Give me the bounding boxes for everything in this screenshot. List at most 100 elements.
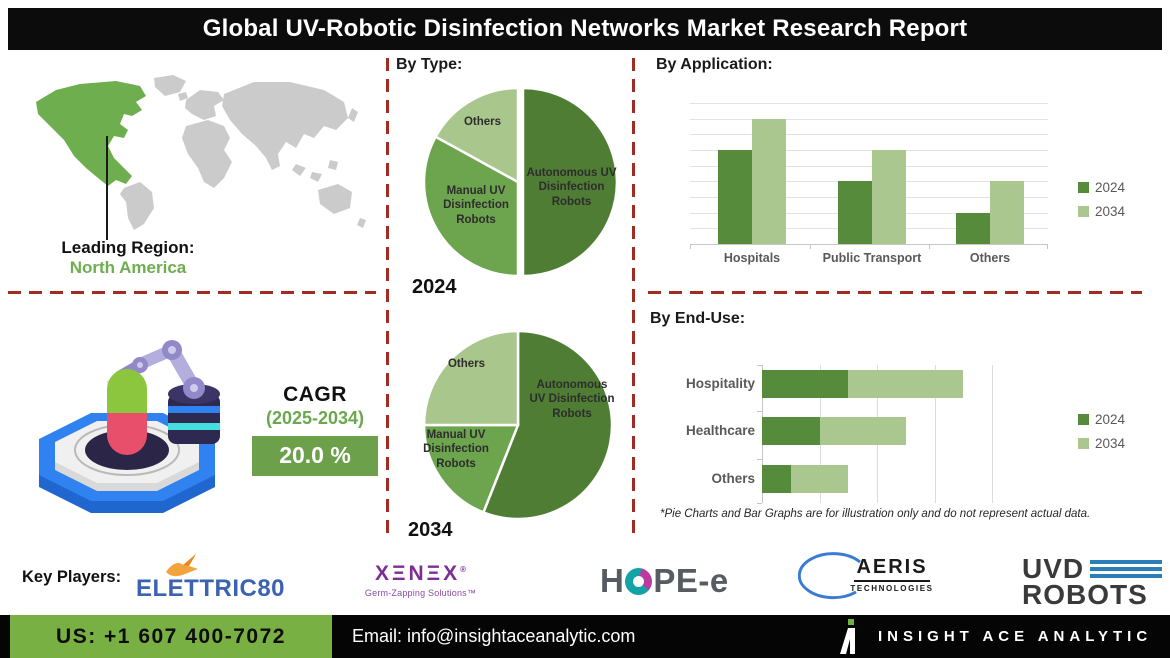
- ytick: [757, 459, 762, 460]
- footer-bar: US: +1 607 400-7072 Email: info@insighta…: [0, 615, 1170, 658]
- world-map: [36, 75, 366, 230]
- logo-hope-e: H PE-e: [600, 562, 729, 600]
- cagr-block: CAGR (2025-2034) 20.0 %: [252, 383, 378, 476]
- map-australia: [318, 184, 352, 214]
- hseg-Others-2034: [790, 465, 849, 493]
- section-title-by-end-use: By End-Use:: [650, 310, 746, 327]
- legend-label-2024: 2024: [1095, 412, 1126, 427]
- title-bar: Global UV-Robotic Disinfection Networks …: [8, 8, 1162, 50]
- footer-email: Email: info@insightaceanalytic.com: [352, 626, 636, 646]
- leading-region-label: Leading Region:: [61, 238, 195, 257]
- legend-swatch-2024: [1078, 182, 1089, 193]
- insight-ace-logo-icon: [840, 618, 855, 654]
- vgridline: [934, 365, 936, 503]
- pie2034-label-autonomous: Autonomous UV Disinfection Robots: [529, 379, 615, 420]
- ytick: [757, 365, 762, 366]
- application-bar-chart: [690, 103, 1048, 249]
- bar-Hospitals-2024: [718, 150, 752, 244]
- app-category-hospitals: Hospitals: [723, 251, 781, 265]
- hope-right-text: PE-e: [653, 562, 729, 599]
- enduse-category-hospitality: Hospitality: [685, 376, 755, 391]
- legend-item-2034: 2034: [1078, 204, 1125, 219]
- divider-horizontal-right: [648, 291, 1142, 294]
- hseg-Others-2024: [762, 465, 791, 493]
- app-category-others: Others: [969, 251, 1011, 265]
- map-greenland: [154, 75, 186, 96]
- pie-slice-0: [521, 86, 618, 278]
- logo-uvd-robots: UVD ROBOTS: [1022, 553, 1162, 610]
- page-title: Global UV-Robotic Disinfection Networks …: [202, 15, 968, 42]
- hseg-Healthcare-2024: [762, 417, 820, 445]
- xtick: [929, 244, 930, 249]
- end-use-legend: 2024 2034: [1078, 412, 1125, 451]
- map-africa: [182, 120, 232, 188]
- elettric80-wordmark: ELETTRIC80: [136, 575, 286, 602]
- footer-brand: INSIGHT ACE ANALYTIC: [838, 615, 1152, 658]
- registered-mark: ®: [460, 565, 467, 574]
- aeris-sub-text: TECHNOLOGIES: [850, 584, 934, 593]
- aeris-wordmark: AERIS: [854, 556, 930, 582]
- legend-label-2024: 2024: [1095, 180, 1126, 195]
- ytick: [757, 411, 762, 412]
- xtick: [690, 244, 691, 249]
- capsule: [107, 369, 147, 455]
- uvd-line2: ROBOTS: [1022, 578, 1148, 610]
- map-pointer-line: [106, 136, 108, 240]
- hope-swirl-icon: [625, 567, 653, 595]
- hseg-Hospitality-2024: [762, 370, 849, 398]
- xtick: [810, 244, 811, 249]
- aeris-swirl-icon: [798, 552, 861, 600]
- gridline: [690, 103, 1048, 104]
- vgridline: [992, 365, 993, 503]
- legend-item-2024: 2024: [1078, 412, 1125, 427]
- robot-arm: [106, 340, 205, 399]
- leading-region-value: North America: [69, 257, 187, 277]
- pie2034-label-others: Others: [447, 358, 486, 370]
- pie2024-label-others: Others: [463, 116, 502, 128]
- hseg-Hospitality-2034: [848, 370, 964, 398]
- legend-item-2034: 2034: [1078, 436, 1125, 451]
- gridline: [690, 150, 1048, 151]
- legend-swatch-2024: [1078, 414, 1089, 425]
- leading-region-block: Leading Region: North America: [38, 238, 218, 277]
- pie2024-label-manual: Manual UV Disinfection Robots: [443, 185, 509, 226]
- pie-slice-1: [422, 423, 520, 515]
- robot-illustration: [39, 340, 220, 513]
- bar-Public Transport-2034: [872, 150, 906, 244]
- legend-swatch-2034: [1078, 438, 1089, 449]
- enduse-category-healthcare: Healthcare: [685, 423, 755, 438]
- bar-Hospitals-2034: [752, 118, 786, 244]
- uvd-lines-icon: [1090, 559, 1162, 578]
- application-legend: 2024 2034: [1078, 180, 1125, 219]
- gridline: [690, 244, 1048, 245]
- pie-chart-2024: [422, 86, 618, 278]
- bar-Others-2024: [956, 212, 990, 244]
- pie-slice-0: [481, 329, 614, 521]
- cagr-value: 20.0 %: [252, 436, 378, 476]
- ytick: [757, 503, 762, 504]
- gridline: [690, 118, 1048, 120]
- gridline: [690, 165, 1048, 167]
- map-south-america: [120, 182, 154, 230]
- map-north-america-highlight: [36, 81, 146, 186]
- gridline: [690, 134, 1048, 136]
- chart-disclaimer: *Pie Charts and Bar Graphs are for illus…: [660, 508, 1091, 520]
- legend-label-2034: 2034: [1095, 204, 1126, 219]
- map-asia: [222, 82, 348, 170]
- pie-slice-2: [433, 86, 520, 185]
- elettric80-bird-icon: [166, 554, 198, 577]
- map-europe: [185, 90, 224, 120]
- pie-year-2024: 2024: [412, 276, 457, 298]
- bar-Public Transport-2024: [838, 181, 872, 244]
- logo-xenex: XΞNΞX® Germ-Zapping Solutions™: [358, 562, 483, 598]
- hseg-Healthcare-2034: [819, 417, 906, 445]
- xtick: [1047, 244, 1048, 249]
- pie2034-label-manual: Manual UV Disinfection Robots: [423, 429, 489, 470]
- cagr-label: CAGR: [283, 383, 347, 406]
- uvd-line1: UVD: [1022, 553, 1085, 584]
- pie2024-label-autonomous: Autonomous UV Disinfection Robots: [526, 167, 617, 208]
- legend-item-2024: 2024: [1078, 180, 1125, 195]
- xenex-tagline: Germ-Zapping Solutions™: [364, 588, 477, 598]
- legend-label-2034: 2034: [1095, 436, 1126, 451]
